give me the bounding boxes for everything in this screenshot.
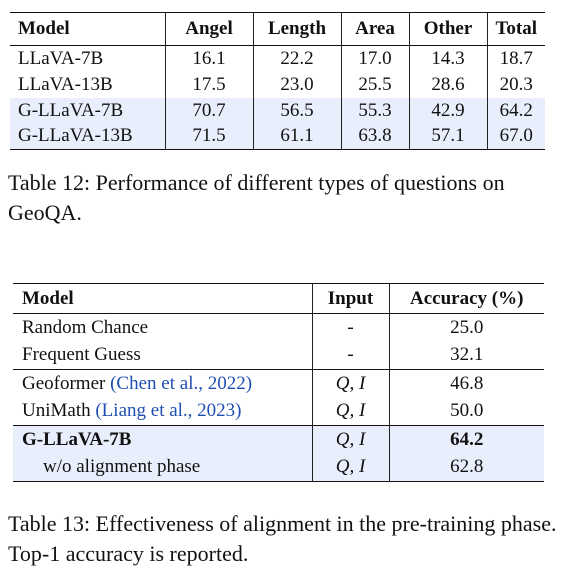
angel-cell: 17.5 (164, 71, 253, 98)
table-12: Model Angel Length Area Other Total LLaV… (10, 12, 545, 150)
model-cell: Geoformer (Chen et al., 2022) (13, 370, 312, 398)
table-row-highlighted: G-LLaVA-13B 71.5 61.1 63.8 57.1 67.0 (10, 123, 545, 150)
input-cell: Q, I (311, 425, 389, 454)
table-row: LLaVA-13B 17.5 23.0 25.5 28.6 20.3 (10, 71, 545, 98)
accuracy-cell: 32.1 (388, 341, 544, 370)
header-angel: Angel (164, 12, 253, 46)
area-cell: 25.5 (340, 71, 409, 98)
input-cell: Q, I (311, 453, 389, 482)
model-cell: G-LLaVA-13B (18, 125, 133, 147)
input-cell: Q, I (311, 397, 389, 426)
area-cell: 55.3 (340, 97, 409, 124)
header-accuracy: Accuracy (%) (388, 283, 544, 314)
input-cell: Q, I (311, 369, 389, 398)
table-header-row: Model Input Accuracy (%) (13, 283, 544, 314)
citation-link[interactable]: (Chen et al., 2022) (110, 372, 253, 394)
table-row: Frequent Guess - 32.1 (13, 341, 544, 370)
model-cell: Frequent Guess (22, 344, 141, 366)
total-cell: 18.7 (486, 45, 545, 72)
length-cell: 23.0 (252, 71, 341, 98)
input-cell: - (311, 341, 389, 370)
header-other: Other (408, 12, 487, 46)
accuracy-cell: 64.2 (388, 425, 544, 454)
accuracy-cell: 62.8 (388, 453, 544, 482)
length-cell: 61.1 (252, 123, 341, 150)
model-cell: UniMath (Liang et al., 2023) (13, 398, 312, 426)
header-area: Area (340, 12, 409, 46)
header-model: Model (22, 287, 74, 309)
angel-cell: 71.5 (164, 123, 253, 150)
length-cell: 56.5 (252, 97, 341, 124)
total-cell: 20.3 (486, 71, 545, 98)
angel-cell: 70.7 (164, 97, 253, 124)
header-model: Model (18, 18, 70, 39)
other-cell: 42.9 (408, 97, 487, 124)
accuracy-cell: 50.0 (388, 397, 544, 426)
header-length: Length (252, 12, 341, 46)
table-13: Model Input Accuracy (%) Random Chance -… (13, 283, 544, 482)
header-input: Input (311, 283, 389, 314)
model-name: Geoformer (22, 372, 106, 394)
other-cell: 14.3 (408, 45, 487, 72)
accuracy-cell: 25.0 (388, 313, 544, 342)
table-header-row: Model Angel Length Area Other Total (10, 12, 545, 46)
model-cell: LLaVA-7B (18, 47, 104, 69)
table-row-highlighted: G-LLaVA-7B Q, I 64.2 (13, 425, 544, 454)
header-total: Total (486, 12, 545, 46)
other-cell: 57.1 (408, 123, 487, 150)
area-cell: 17.0 (340, 45, 409, 72)
table-row: LLaVA-7B 16.1 22.2 17.0 14.3 18.7 (10, 45, 545, 72)
table-row: Random Chance - 25.0 (13, 313, 544, 342)
table-13-caption: Table 13: Effectiveness of alignment in … (8, 511, 557, 566)
input-cell: - (311, 313, 389, 342)
total-cell: 64.2 (486, 97, 545, 124)
table-12-caption: Table 12: Performance of different types… (8, 170, 505, 225)
model-cell: Random Chance (22, 316, 149, 338)
citation-link[interactable]: (Liang et al., 2023) (95, 400, 242, 422)
total-cell: 67.0 (486, 123, 545, 150)
model-cell: w/o alignment phase (43, 456, 201, 478)
table-row-highlighted: G-LLaVA-7B 70.7 56.5 55.3 42.9 64.2 (10, 97, 545, 124)
accuracy-cell: 46.8 (388, 369, 544, 398)
model-cell: G-LLaVA-7B (22, 428, 132, 450)
other-cell: 28.6 (408, 71, 487, 98)
angel-cell: 16.1 (164, 45, 253, 72)
table-row-highlighted: w/o alignment phase Q, I 62.8 (13, 453, 544, 482)
table-row: Geoformer (Chen et al., 2022) Q, I 46.8 (13, 369, 544, 398)
table-row: UniMath (Liang et al., 2023) Q, I 50.0 (13, 397, 544, 426)
model-name: UniMath (22, 400, 91, 422)
model-cell: LLaVA-13B (18, 73, 113, 95)
area-cell: 63.8 (340, 123, 409, 150)
model-cell: G-LLaVA-7B (18, 99, 124, 121)
length-cell: 22.2 (252, 45, 341, 72)
